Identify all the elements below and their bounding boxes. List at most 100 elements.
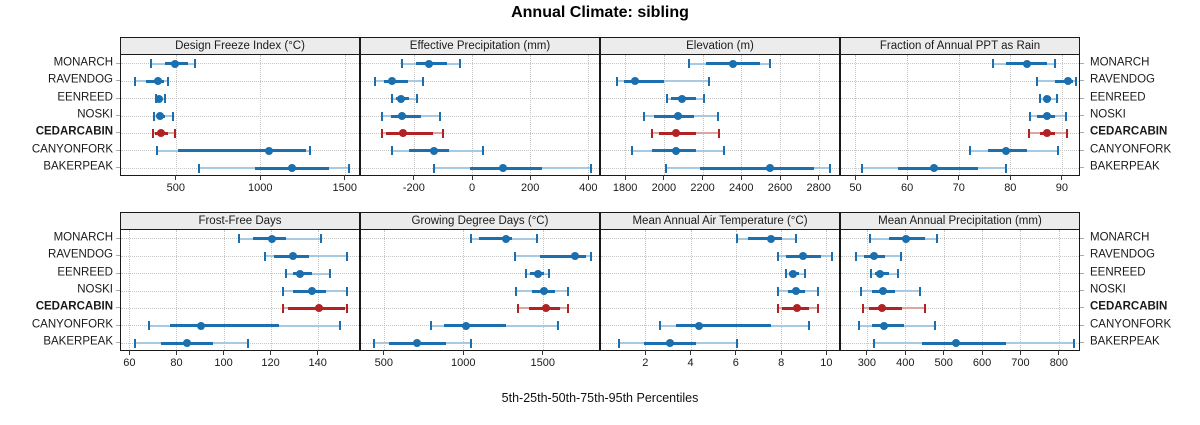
median-dot — [1022, 59, 1031, 68]
whisker-cap-95th — [345, 251, 348, 261]
whisker-cap-95th — [438, 111, 441, 121]
axis-tick-label: 80 — [1004, 182, 1017, 194]
gridline-horizontal — [121, 273, 359, 275]
axis-tick — [981, 350, 983, 355]
axis-tick-label: 2200 — [690, 182, 715, 194]
median-dot — [155, 94, 164, 103]
median-dot — [672, 129, 681, 138]
median-dot — [666, 339, 675, 348]
percentile-bar-25-75 — [177, 149, 307, 153]
whisker-cap-95th — [338, 321, 341, 331]
row-edge-tick-left — [116, 307, 120, 309]
whisker-cap-5th — [616, 76, 619, 86]
axis-tick — [904, 350, 906, 355]
axis-tick-label: 1000 — [248, 182, 273, 194]
median-dot — [1002, 146, 1011, 155]
whisker-cap-5th — [514, 251, 517, 261]
whisker-cap-5th — [150, 59, 153, 69]
axis-tick-label: 200 — [520, 182, 540, 194]
site-label-left-bakerpeak: BAKERPEAK — [43, 160, 113, 173]
axis-tick — [740, 175, 742, 180]
axis-tick-label: -200 — [402, 182, 425, 194]
whisker-cap-5th — [429, 321, 432, 331]
site-label-left-monarch: MONARCH — [53, 56, 113, 69]
median-dot — [792, 304, 801, 313]
site-label-right-bakerpeak: BAKERPEAK — [1090, 160, 1160, 173]
gridline-vertical — [260, 55, 262, 175]
axis-tick-label: 400 — [579, 182, 598, 194]
axis-tick — [542, 350, 544, 355]
row-edge-tick-left — [116, 80, 120, 82]
whisker-cap-5th — [859, 286, 862, 296]
axis-tick — [854, 175, 856, 180]
row-edge-tick-right — [1080, 324, 1084, 326]
panel-strip-title: Frost-Free Days — [120, 212, 360, 230]
median-dot — [677, 94, 686, 103]
whisker-cap-5th — [855, 251, 858, 261]
median-dot — [929, 164, 938, 173]
whisker-cap-95th — [589, 163, 592, 173]
gridline-horizontal — [121, 290, 359, 292]
panel-fraction-of-annual-ppt-as-rain: Fraction of Annual PPT as Rain 50 60 70 80 90 — [840, 37, 1080, 194]
axis-caption: 5th-25th-50th-75th-95th Percentiles — [501, 391, 699, 405]
row-edge-tick-right — [1080, 132, 1084, 134]
panel-growing-degree-days-c: Growing Degree Days (°C) 500 1000 1500 — [360, 212, 600, 369]
row-edge-tick-right — [1080, 115, 1084, 116]
whisker-cap-95th — [829, 163, 832, 173]
whisker-cap-5th — [153, 111, 156, 121]
whisker-cap-95th — [817, 286, 820, 296]
panel-mean-annual-precipitation-mm: Mean Annual Precipitation (mm) 300 400 500 6… — [840, 212, 1080, 369]
gridline-horizontal — [841, 325, 1079, 327]
median-dot — [672, 146, 681, 155]
gridline-horizontal — [361, 273, 599, 275]
whisker-cap-95th — [536, 234, 539, 244]
site-label-right-canyonfork: CANYONFORK — [1090, 318, 1172, 331]
median-dot — [674, 112, 683, 120]
gridline-vertical — [270, 230, 272, 350]
axis-tick-label: 0 — [468, 182, 476, 194]
row-edge-tick-left — [116, 115, 120, 116]
axis-tick-label: 120 — [261, 357, 280, 369]
whisker-cap-5th — [390, 146, 393, 156]
row-edge-tick-left — [116, 290, 120, 291]
whisker-cap-95th — [421, 76, 424, 86]
axis-tick — [529, 175, 531, 180]
median-dot — [630, 77, 639, 86]
axis-tick — [1058, 350, 1060, 355]
whisker-cap-95th — [348, 163, 351, 173]
axis-tick-label: 70 — [952, 182, 965, 194]
gridline-vertical — [818, 55, 820, 175]
whisker-cap-95th — [1005, 163, 1008, 173]
axis-tick — [958, 175, 960, 180]
whisker-cap-5th — [282, 303, 285, 313]
median-dot — [461, 321, 470, 330]
axis-tick — [702, 175, 704, 180]
gridline-horizontal — [121, 80, 359, 82]
axis-tick — [317, 350, 319, 355]
whisker-cap-5th — [618, 338, 621, 348]
whisker-cap-95th — [830, 251, 833, 261]
median-dot — [157, 129, 166, 138]
axis-tick-label: 50 — [849, 182, 862, 194]
gridline-vertical — [1058, 230, 1060, 350]
axis-tick — [175, 175, 177, 180]
axis-tick-label: 500 — [934, 357, 953, 369]
whisker-cap-5th — [156, 146, 159, 156]
gridline-vertical — [472, 55, 473, 175]
gridline-horizontal — [361, 115, 599, 117]
gridline-horizontal — [841, 273, 1079, 275]
axis-tick — [866, 350, 868, 355]
site-label-left-canyonfork: CANYONFORK — [31, 318, 113, 331]
median-dot — [789, 269, 798, 278]
axis-tick-label: 1500 — [530, 357, 556, 369]
axis-tick — [175, 350, 177, 355]
gridline-vertical — [129, 230, 131, 350]
whisker-cap-95th — [936, 234, 938, 244]
whisker-cap-95th — [329, 269, 332, 279]
row-edge-tick-left — [116, 62, 120, 64]
gridline-vertical — [175, 55, 177, 175]
site-label-left-cedarcabin: CEDARCABIN — [35, 300, 113, 313]
whisker-cap-95th — [896, 269, 899, 279]
whisker-cap-5th — [373, 76, 376, 86]
gridline-vertical — [223, 230, 225, 350]
